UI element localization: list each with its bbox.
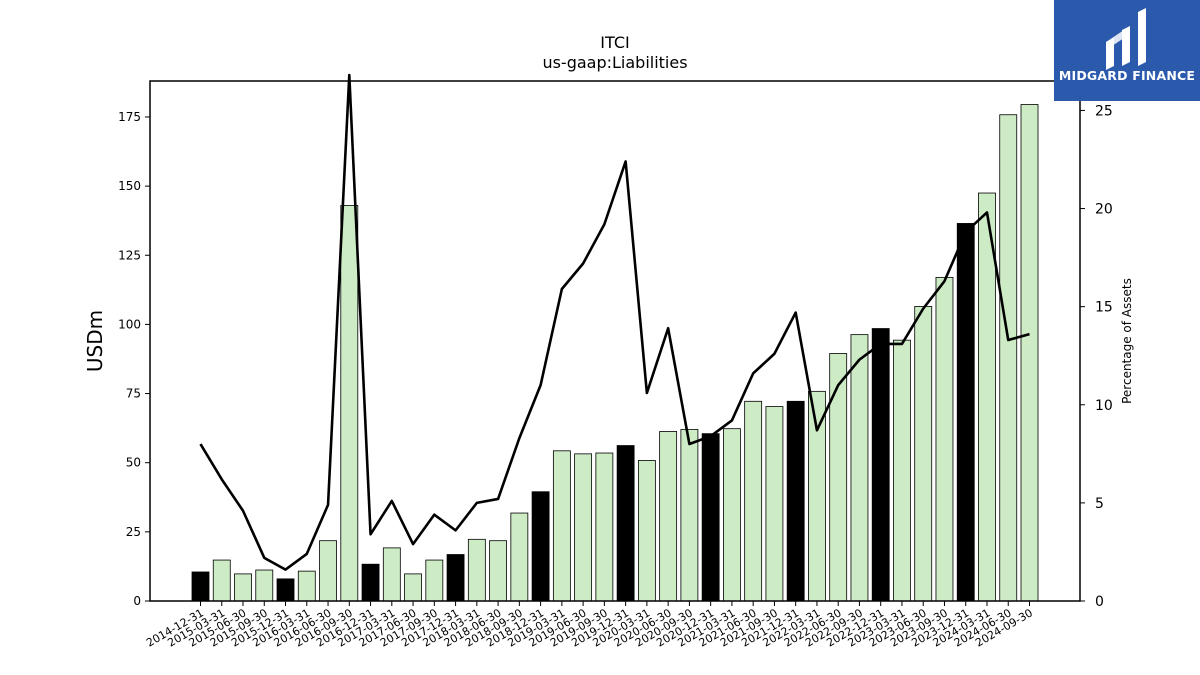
bar [723,428,741,602]
y2-tick-label: 20 [1095,202,1113,218]
bar [680,429,699,602]
y-tick-label: 175 [118,110,141,124]
y-axis-right: 0 5 10 15 20 25 [1080,103,1113,610]
bar [999,114,1018,602]
bar [808,390,826,602]
y-tick-label: 25 [126,525,141,539]
x-axis: 2014-12-312015-03-312015-06-302015-09-30… [144,601,1035,650]
bar [276,578,295,602]
y2-tick-label: 0 [1095,594,1104,610]
bar [956,223,975,602]
y2-tick-label: 25 [1095,103,1113,119]
bar [659,431,678,602]
y-tick-label: 150 [118,179,141,193]
plot-frame [149,80,1081,602]
brand-logo: MIDGARD FINANCE [1054,0,1200,101]
bar [765,406,784,602]
bar [404,573,422,602]
y2-axis-label: Percentage of Assets [1120,278,1134,404]
bar [871,328,890,602]
y2-tick-label: 10 [1095,398,1113,414]
bar [297,570,316,602]
bar [212,559,231,602]
y-tick-label: 0 [133,594,141,608]
y-axis-label: USDm [83,310,107,372]
bar [489,540,507,602]
y-tick-label: 100 [118,317,141,331]
bar-series [191,104,1039,602]
bar [382,547,401,602]
bar [552,450,571,602]
bar [255,569,274,602]
bar [935,276,954,602]
chart-subtitle: us-gaap:Liabilities [542,53,687,72]
bar [616,445,635,602]
bar [425,559,444,602]
bar [595,452,614,602]
y-axis-left: 0 25 50 75 100 125 150 175 [118,110,150,608]
pct-assets-line [199,73,1030,571]
bar [893,339,911,602]
bar [914,306,933,602]
bar [467,538,486,602]
logo-text: MIDGARD FINANCE [1058,68,1196,83]
y2-tick-label: 15 [1095,300,1113,316]
bar [701,433,720,602]
chart-title: ITCI [600,33,629,52]
y-tick-label: 125 [118,248,141,262]
bar [191,571,210,602]
bar [234,573,252,602]
bar [531,491,550,602]
bar [744,400,763,602]
bar [829,353,848,602]
y-tick-label: 50 [126,456,141,470]
bar [1020,104,1039,602]
bar [319,540,337,602]
bar [361,563,380,602]
bar [510,512,529,602]
bar [786,400,805,602]
bar [850,334,869,602]
y-tick-label: 75 [126,387,141,401]
bar [340,205,359,602]
line-series [199,73,1030,571]
bar [574,453,593,602]
bar [637,460,656,602]
y2-tick-label: 5 [1095,496,1104,512]
bar [446,554,465,602]
logo-mark-icon [1106,8,1146,70]
